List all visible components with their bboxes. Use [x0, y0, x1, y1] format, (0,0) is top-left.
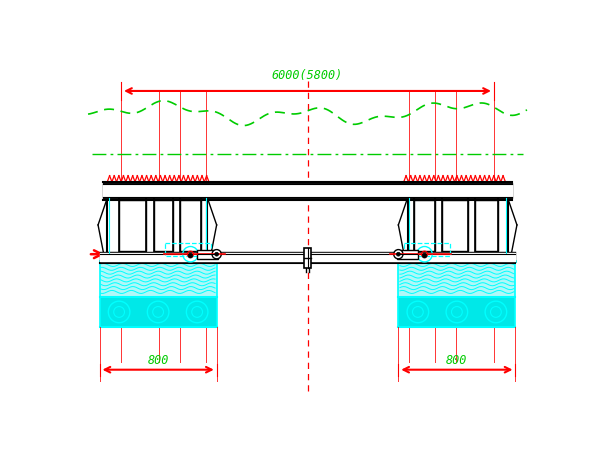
Bar — [442, 199, 467, 251]
Bar — [398, 262, 515, 297]
Circle shape — [422, 253, 427, 258]
Bar — [165, 243, 211, 256]
Bar — [100, 297, 217, 327]
Bar — [414, 199, 434, 251]
Bar — [197, 250, 218, 259]
Text: 6000(5800): 6000(5800) — [272, 69, 343, 82]
Bar — [475, 199, 499, 251]
Bar — [107, 198, 208, 252]
Circle shape — [212, 250, 221, 259]
Bar — [304, 248, 311, 268]
Circle shape — [188, 253, 193, 258]
Bar — [398, 297, 515, 327]
Bar — [154, 199, 173, 251]
Text: 800: 800 — [446, 354, 467, 367]
Text: 800: 800 — [148, 354, 169, 367]
Circle shape — [215, 252, 218, 256]
Bar — [404, 243, 450, 256]
Bar — [407, 198, 508, 252]
Bar — [181, 199, 201, 251]
Bar — [397, 250, 418, 259]
Bar — [119, 199, 146, 251]
Bar — [100, 262, 217, 297]
Circle shape — [397, 252, 400, 256]
Circle shape — [394, 250, 403, 259]
